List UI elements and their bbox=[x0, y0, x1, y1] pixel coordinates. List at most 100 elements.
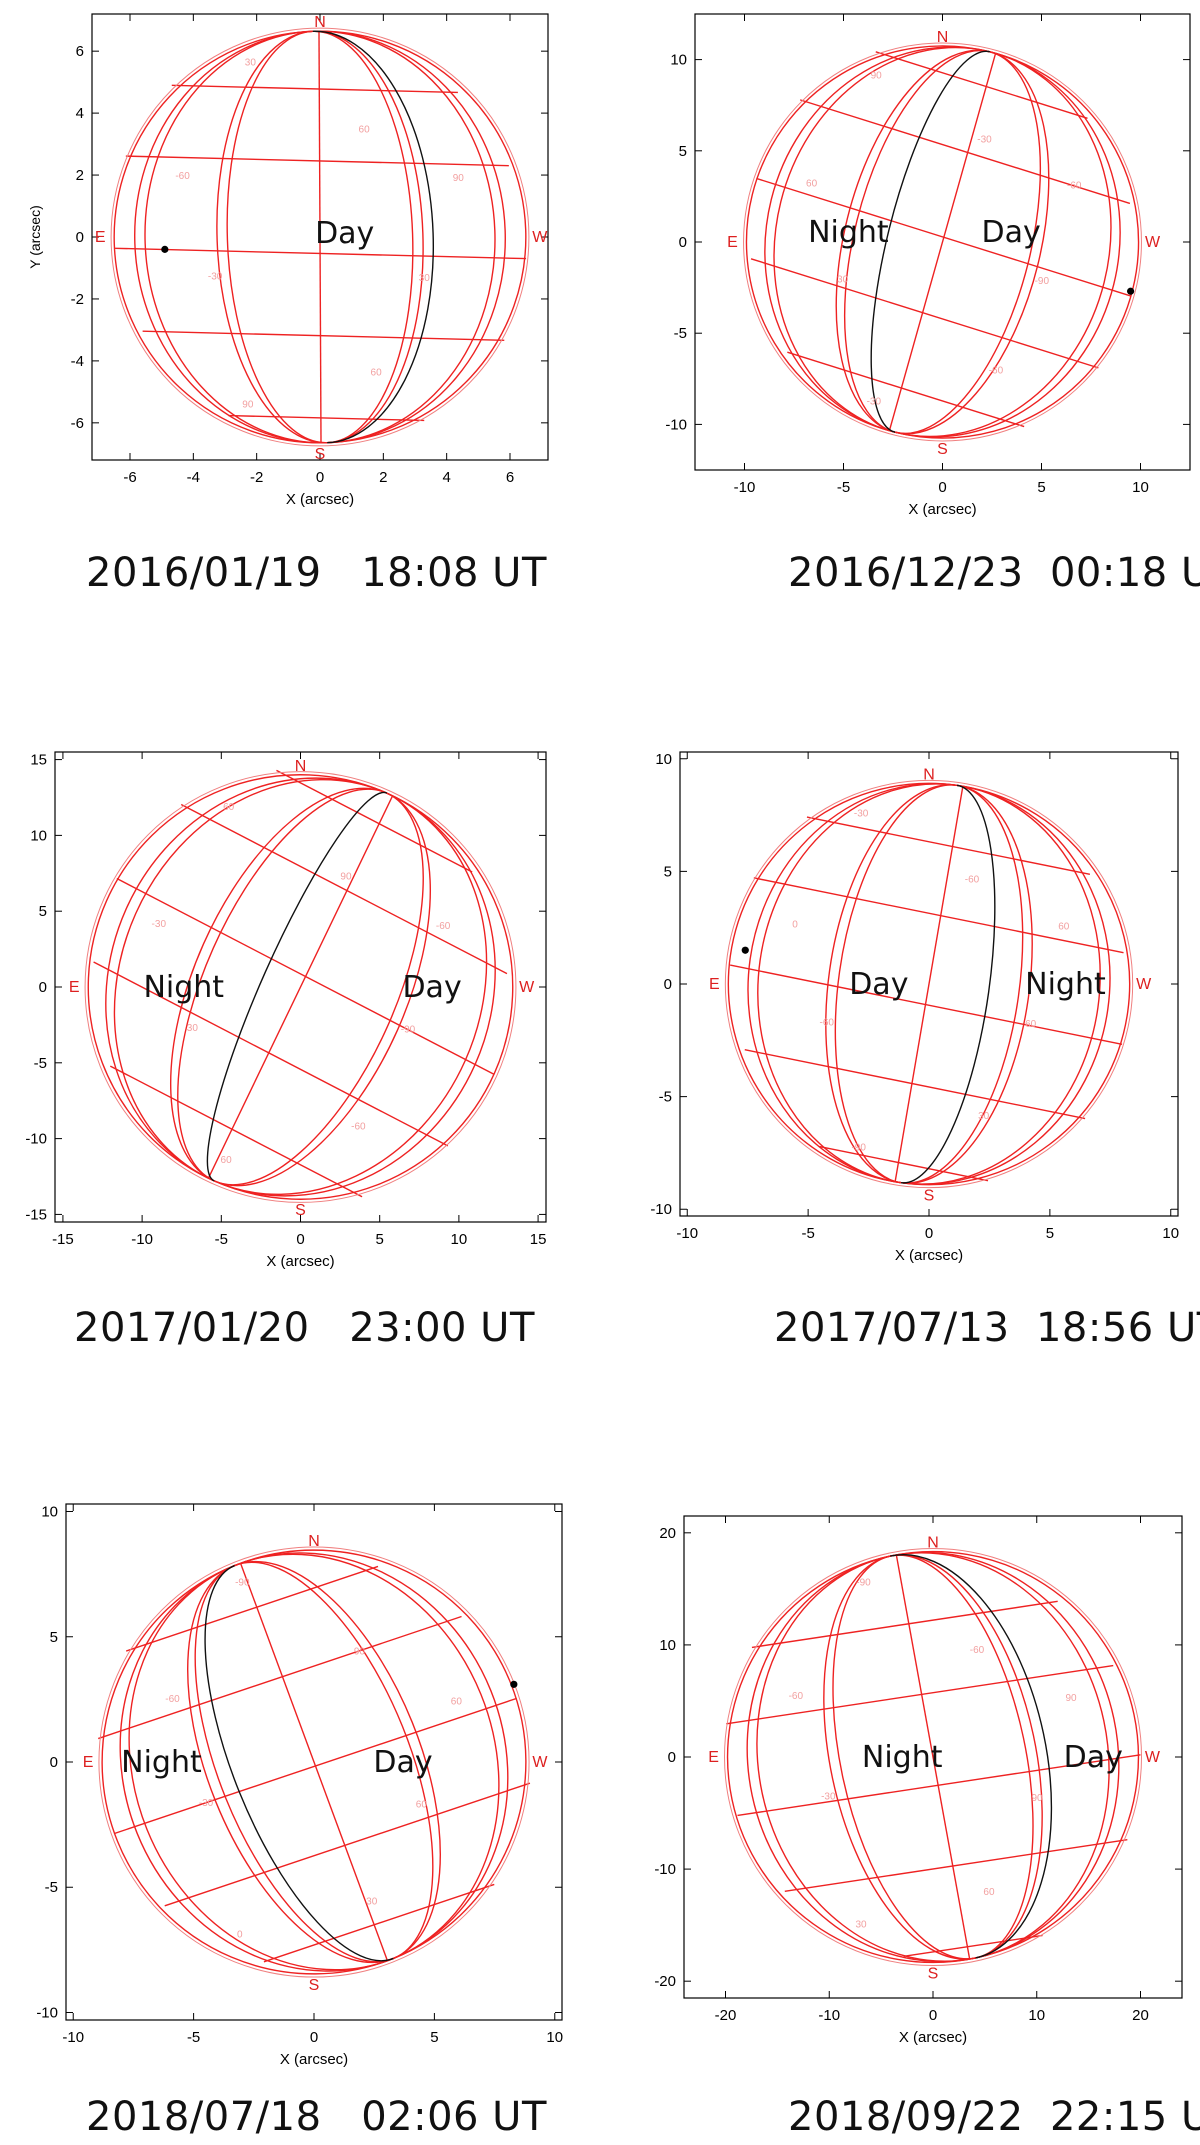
parallel bbox=[228, 414, 425, 422]
x-axis-label: X (arcsec) bbox=[895, 1247, 963, 1264]
y-tick-label: 20 bbox=[659, 1525, 676, 1542]
parallel bbox=[109, 1065, 363, 1198]
grid-label: 60 bbox=[983, 1887, 995, 1898]
y-tick-label: 4 bbox=[76, 105, 84, 122]
parallel bbox=[142, 330, 505, 341]
x-tick-label: 0 bbox=[925, 1225, 933, 1242]
region-label-night: Night bbox=[808, 215, 889, 250]
caption-6: 2018/09/22 22:15 UT bbox=[788, 2094, 1200, 2140]
grid-label: 90 bbox=[1032, 1793, 1044, 1804]
grid-label: 30 bbox=[419, 273, 431, 284]
y-tick-label: -10 bbox=[654, 1861, 676, 1878]
x-axis-label: X (arcsec) bbox=[266, 1253, 334, 1270]
grid-label: -30 bbox=[821, 1791, 836, 1802]
region-label-day: Day bbox=[981, 215, 1040, 250]
y-tick-label: -10 bbox=[650, 1201, 672, 1218]
grid-label: -90 bbox=[401, 1024, 416, 1035]
parallel bbox=[730, 964, 1123, 1045]
parallel bbox=[180, 803, 508, 975]
grid-label: -30 bbox=[152, 919, 167, 930]
grid-label: 60 bbox=[416, 1799, 428, 1810]
y-tick-label: 0 bbox=[668, 1749, 676, 1766]
limb-outer bbox=[110, 27, 530, 447]
grid-label: 60 bbox=[806, 179, 818, 190]
parallel bbox=[171, 84, 458, 94]
y-tick-label: -5 bbox=[674, 325, 687, 342]
y-tick-label: 0 bbox=[39, 979, 47, 996]
parallel bbox=[903, 1934, 1043, 1958]
parallel bbox=[799, 99, 1131, 205]
compass-east: E bbox=[709, 976, 720, 993]
grid-label: -60 bbox=[1067, 181, 1082, 192]
y-tick-label: 10 bbox=[655, 751, 672, 768]
y-tick-label: 10 bbox=[41, 1504, 58, 1521]
parallel bbox=[751, 1600, 1058, 1649]
grid-label: -30 bbox=[867, 396, 882, 407]
y-axis-label: Y (arcsec) bbox=[27, 205, 43, 269]
region-label-day: Day bbox=[402, 970, 461, 1005]
x-tick-label: -5 bbox=[187, 2029, 200, 2046]
y-tick-label: -15 bbox=[25, 1206, 47, 1223]
region-label-day: Day bbox=[315, 216, 374, 251]
x-axis-label: X (arcsec) bbox=[908, 501, 976, 518]
globe-plot-5: -10 -5 0 5 10 -10 -5 0 5 10 X (arcsec) 60 30 0 -30 -60 -… bbox=[36, 1503, 563, 2068]
compass-east: E bbox=[95, 229, 106, 246]
grid-label: 90 bbox=[340, 871, 352, 882]
parallel bbox=[784, 1839, 1128, 1892]
parallel bbox=[750, 258, 1099, 369]
x-tick-label: 10 bbox=[1028, 2007, 1045, 2024]
grid-label: -60 bbox=[351, 1122, 366, 1133]
observer-dot bbox=[741, 946, 749, 954]
y-tick-label: -20 bbox=[654, 1973, 676, 1990]
x-tick-label: -5 bbox=[215, 1231, 228, 1248]
compass-south: S bbox=[928, 1965, 939, 1982]
y-tick-label: -10 bbox=[665, 416, 687, 433]
x-tick-label: 5 bbox=[1037, 479, 1045, 496]
y-tick-label: -2 bbox=[71, 291, 84, 308]
grid-label: 60 bbox=[221, 1155, 233, 1166]
globe-plot-3: -15 -10 -5 0 5 10 15 -15 -10 -5 0 5 10 15 X (arcsec) -9… bbox=[25, 751, 547, 1270]
y-tick-label: 15 bbox=[30, 752, 47, 769]
parallel bbox=[806, 816, 1091, 876]
compass-west: W bbox=[532, 229, 548, 246]
y-tick-label: 5 bbox=[664, 863, 672, 880]
globe-plot-1: -6 -4 -2 0 2 4 6 -6 -4 -2 0 2 4 6 X (arcsec) Y (arcsec)… bbox=[27, 13, 549, 508]
y-tick-label: 10 bbox=[30, 827, 47, 844]
x-tick-label: -20 bbox=[715, 2007, 737, 2024]
observer-dot bbox=[510, 1680, 518, 1688]
x-tick-label: -10 bbox=[62, 2029, 84, 2046]
grid-label: -30 bbox=[208, 272, 223, 283]
x-axis-label: X (arcsec) bbox=[286, 491, 354, 508]
limb-outer bbox=[723, 1547, 1143, 1967]
grid-label: -60 bbox=[970, 1645, 985, 1656]
grid-label: -90 bbox=[856, 1578, 871, 1589]
compass-west: W bbox=[532, 1754, 548, 1771]
grid-label: 60 bbox=[451, 1696, 463, 1707]
caption-5: 2018/07/18 02:06 UT bbox=[86, 2094, 547, 2140]
parallel bbox=[753, 877, 1124, 954]
grid-label: -30 bbox=[977, 135, 992, 146]
parallel bbox=[737, 1754, 1141, 1817]
caption-2: 2016/12/23 00:18 UT bbox=[788, 550, 1200, 596]
meridian bbox=[239, 1562, 389, 1962]
caption-4: 2017/07/13 18:56 UT bbox=[774, 1305, 1200, 1351]
parallel bbox=[875, 51, 1088, 120]
region-label-day: Day bbox=[849, 967, 908, 1002]
compass-west: W bbox=[1136, 976, 1152, 993]
x-axis-label: X (arcsec) bbox=[280, 2051, 348, 2068]
grid-label: -60 bbox=[436, 921, 451, 932]
x-tick-label: -10 bbox=[734, 479, 756, 496]
grid-label: -60 bbox=[175, 171, 190, 182]
grid-label: 60 bbox=[371, 367, 383, 378]
y-tick-label: 0 bbox=[76, 229, 84, 246]
compass-north: N bbox=[295, 758, 307, 775]
parallel bbox=[787, 351, 1025, 428]
compass-south: S bbox=[315, 446, 326, 463]
panel-3: -15 -10 -5 0 5 10 15 -15 -10 -5 0 5 10 15 X (arcsec) -9… bbox=[0, 720, 600, 1420]
y-tick-label: 2 bbox=[76, 167, 84, 184]
grid-label: 30 bbox=[366, 1896, 378, 1907]
meridian bbox=[888, 53, 997, 431]
terminator bbox=[890, 1553, 1053, 1959]
parallel bbox=[115, 247, 527, 260]
x-tick-label: 10 bbox=[1162, 1225, 1179, 1242]
